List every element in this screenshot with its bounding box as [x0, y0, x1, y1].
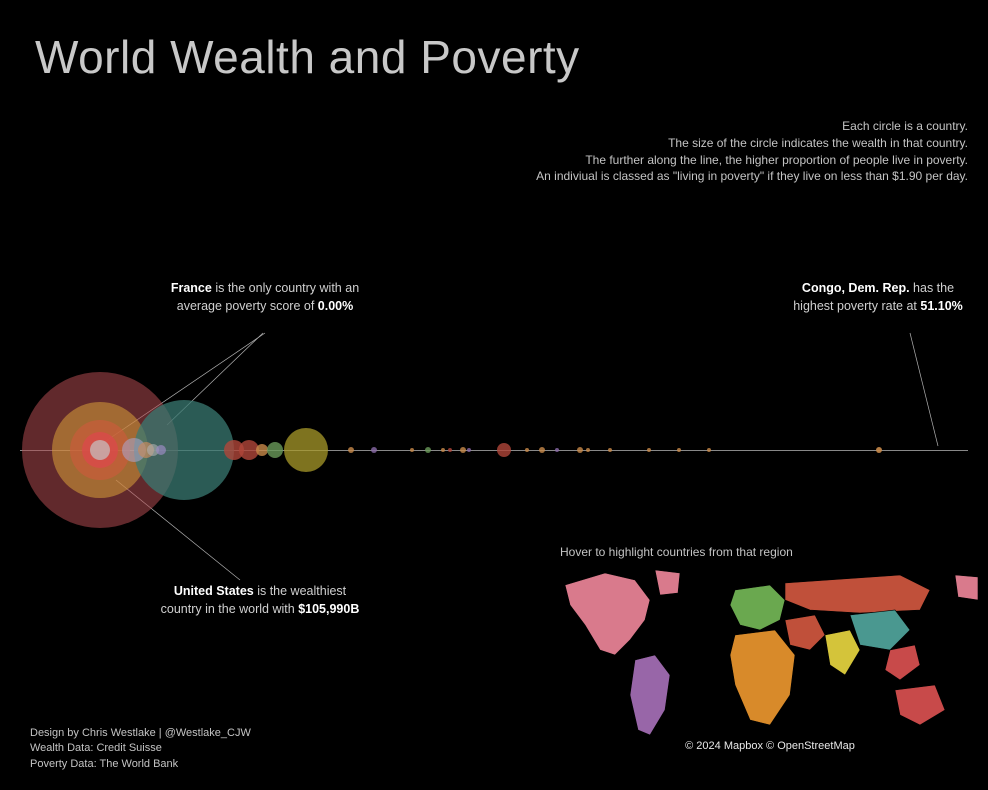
credit-line: Design by Chris Westlake | @Westlake_CJW: [30, 726, 251, 741]
bubble[interactable]: [448, 448, 452, 452]
credit-line: Wealth Data: Credit Suisse: [30, 741, 251, 756]
bubble[interactable]: [90, 440, 110, 460]
map-svg: [560, 565, 980, 745]
bubble[interactable]: [876, 447, 882, 453]
bubble[interactable]: [348, 447, 354, 453]
bubble[interactable]: [647, 448, 651, 452]
map-region[interactable]: [785, 575, 930, 613]
map-region[interactable]: [730, 585, 785, 630]
map-region[interactable]: [825, 630, 860, 675]
map-region[interactable]: [630, 655, 670, 735]
bubble[interactable]: [284, 428, 328, 472]
bubble[interactable]: [156, 445, 166, 455]
annotation-france: France is the only country with an avera…: [165, 280, 365, 315]
bubble[interactable]: [371, 447, 377, 453]
bubble[interactable]: [555, 448, 559, 452]
bubble[interactable]: [577, 447, 583, 453]
bubble[interactable]: [707, 448, 711, 452]
desc-line: The further along the line, the higher p…: [536, 152, 968, 169]
credit-line: Poverty Data: The World Bank: [30, 757, 251, 772]
annotation-country: France: [171, 281, 212, 295]
desc-line: Each circle is a country.: [536, 118, 968, 135]
world-map[interactable]: © 2024 Mapbox © OpenStreetMap: [560, 565, 980, 755]
map-attribution: © 2024 Mapbox © OpenStreetMap: [681, 739, 859, 753]
bubble[interactable]: [441, 448, 445, 452]
bubble[interactable]: [677, 448, 681, 452]
map-region[interactable]: [655, 570, 680, 595]
map-region[interactable]: [955, 575, 978, 600]
annotation-country: Congo, Dem. Rep.: [802, 281, 910, 295]
map-region[interactable]: [895, 685, 945, 725]
map-region[interactable]: [885, 645, 920, 680]
bubble-chart[interactable]: [20, 360, 968, 540]
map-region[interactable]: [730, 630, 795, 725]
annotation-us: United States is the wealthiest country …: [160, 583, 360, 618]
map-region[interactable]: [850, 610, 910, 650]
map-instruction: Hover to highlight countries from that r…: [560, 545, 793, 559]
chart-description: Each circle is a country. The size of th…: [536, 118, 968, 185]
bubble[interactable]: [467, 448, 471, 452]
bubble[interactable]: [267, 442, 283, 458]
page-title: World Wealth and Poverty: [35, 30, 580, 84]
desc-line: The size of the circle indicates the wea…: [536, 135, 968, 152]
bubble[interactable]: [608, 448, 612, 452]
bubble[interactable]: [410, 448, 414, 452]
annotation-congo: Congo, Dem. Rep. has the highest poverty…: [788, 280, 968, 315]
bubble[interactable]: [256, 444, 268, 456]
annotation-value: 0.00%: [318, 299, 353, 313]
bubble[interactable]: [425, 447, 431, 453]
desc-line: An indiviual is classed as "living in po…: [536, 168, 968, 185]
annotation-country: United States: [174, 584, 254, 598]
map-region[interactable]: [565, 573, 650, 655]
bubble[interactable]: [525, 448, 529, 452]
annotation-value: $105,990B: [298, 602, 359, 616]
bubble[interactable]: [539, 447, 545, 453]
bubble[interactable]: [460, 447, 466, 453]
annotation-value: 51.10%: [920, 299, 962, 313]
credits: Design by Chris Westlake | @Westlake_CJW…: [30, 726, 251, 772]
bubble[interactable]: [586, 448, 590, 452]
bubble[interactable]: [497, 443, 511, 457]
map-region[interactable]: [785, 615, 825, 650]
